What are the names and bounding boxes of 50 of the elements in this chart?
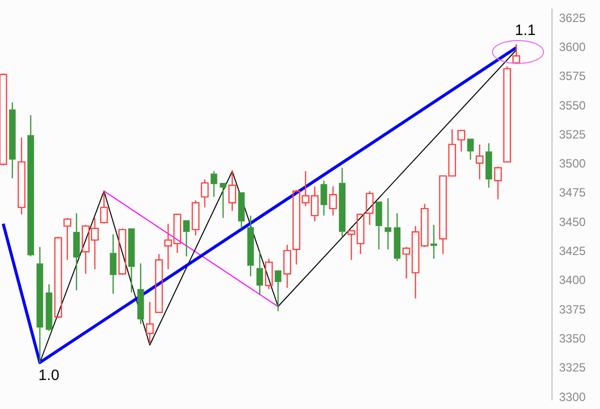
- candlestick: [36, 246, 44, 364]
- candlestick: [494, 166, 502, 200]
- candlestick: [394, 212, 400, 262]
- y-tick-label: 3475: [559, 186, 586, 200]
- candlestick: [183, 220, 190, 257]
- y-tick-label: 3450: [559, 214, 586, 229]
- candlestick: [228, 170, 236, 212]
- candlestick: [137, 262, 144, 325]
- candlestick: [110, 234, 116, 294]
- annotation: 1.1: [514, 22, 536, 39]
- candlestick: [329, 186, 337, 216]
- candlestick: [320, 180, 328, 216]
- y-tick-label: 3600: [559, 40, 586, 54]
- candlestick: [146, 301, 154, 344]
- candlestick: [63, 217, 72, 260]
- candlestick: [27, 114, 34, 257]
- candlestick: [430, 224, 438, 260]
- candlestick: [283, 244, 292, 288]
- candlestick: [73, 212, 80, 291]
- candlestick: [247, 214, 254, 277]
- candlestick: [485, 142, 492, 188]
- candlestick: [376, 202, 382, 250]
- annotation: 1.0: [38, 367, 60, 384]
- y-tick-label: 3325: [559, 360, 586, 375]
- candlestick: [128, 228, 135, 294]
- candlestick: [338, 167, 346, 238]
- y-tick-label: 3375: [559, 302, 586, 316]
- y-tick-label: 3500: [559, 156, 586, 171]
- y-tick-label: 3425: [559, 244, 586, 258]
- candlestick: [46, 284, 52, 332]
- y-tick-label: 3350: [559, 331, 586, 346]
- candlestick: [210, 170, 218, 198]
- candlestick: [366, 190, 374, 226]
- y-tick-label: 3400: [559, 273, 586, 288]
- candlestick: [256, 251, 264, 296]
- y-tick-label: 3550: [559, 98, 586, 112]
- candlestick: [274, 270, 282, 312]
- y-tick-label: 3300: [559, 390, 586, 404]
- candlestick: [384, 197, 392, 250]
- candlestick: [200, 178, 209, 208]
- candlestick: [457, 130, 466, 152]
- candlestick: [476, 144, 484, 180]
- y-tick-label: 3625: [559, 10, 586, 25]
- y-tick-label: 3575: [559, 69, 586, 84]
- candlestick: [9, 102, 16, 179]
- candlestick: [220, 182, 226, 219]
- y-tick-label: 3525: [559, 127, 586, 142]
- candlestick: [100, 190, 108, 224]
- candlestick: [512, 44, 520, 65]
- candlestick: [18, 136, 26, 216]
